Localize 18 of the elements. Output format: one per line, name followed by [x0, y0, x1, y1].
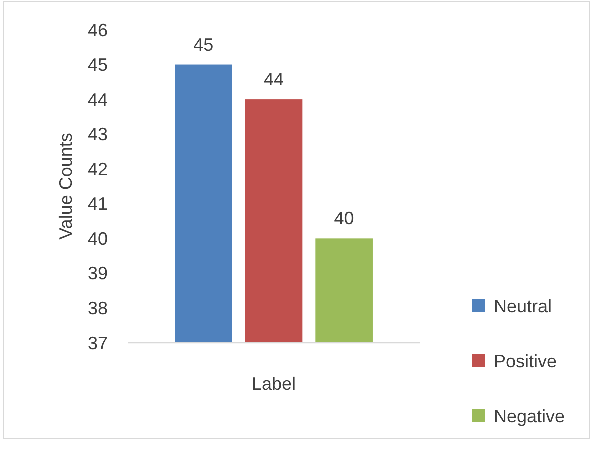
y-tick-label: 37 — [88, 333, 108, 354]
y-tick-label: 45 — [88, 55, 108, 76]
y-tick-label: 41 — [88, 194, 108, 214]
y-tick-label: 46 — [88, 20, 108, 40]
data-label: 45 — [194, 34, 214, 55]
y-tick-label: 44 — [88, 90, 108, 110]
legend-label: Neutral — [494, 296, 552, 316]
x-axis-title: Label — [252, 374, 296, 394]
data-label: 44 — [264, 70, 284, 90]
y-tick-label: 42 — [88, 159, 108, 180]
y-tick-label: 40 — [88, 228, 108, 249]
y-tick-label: 43 — [88, 124, 108, 145]
y-tick-label: 38 — [88, 298, 108, 319]
legend-label: Positive — [494, 351, 558, 372]
legend-label: Negative — [494, 406, 566, 426]
data-label: 40 — [334, 208, 354, 229]
y-tick-label: 39 — [88, 264, 108, 284]
y-axis-title: Value Counts — [56, 133, 76, 240]
